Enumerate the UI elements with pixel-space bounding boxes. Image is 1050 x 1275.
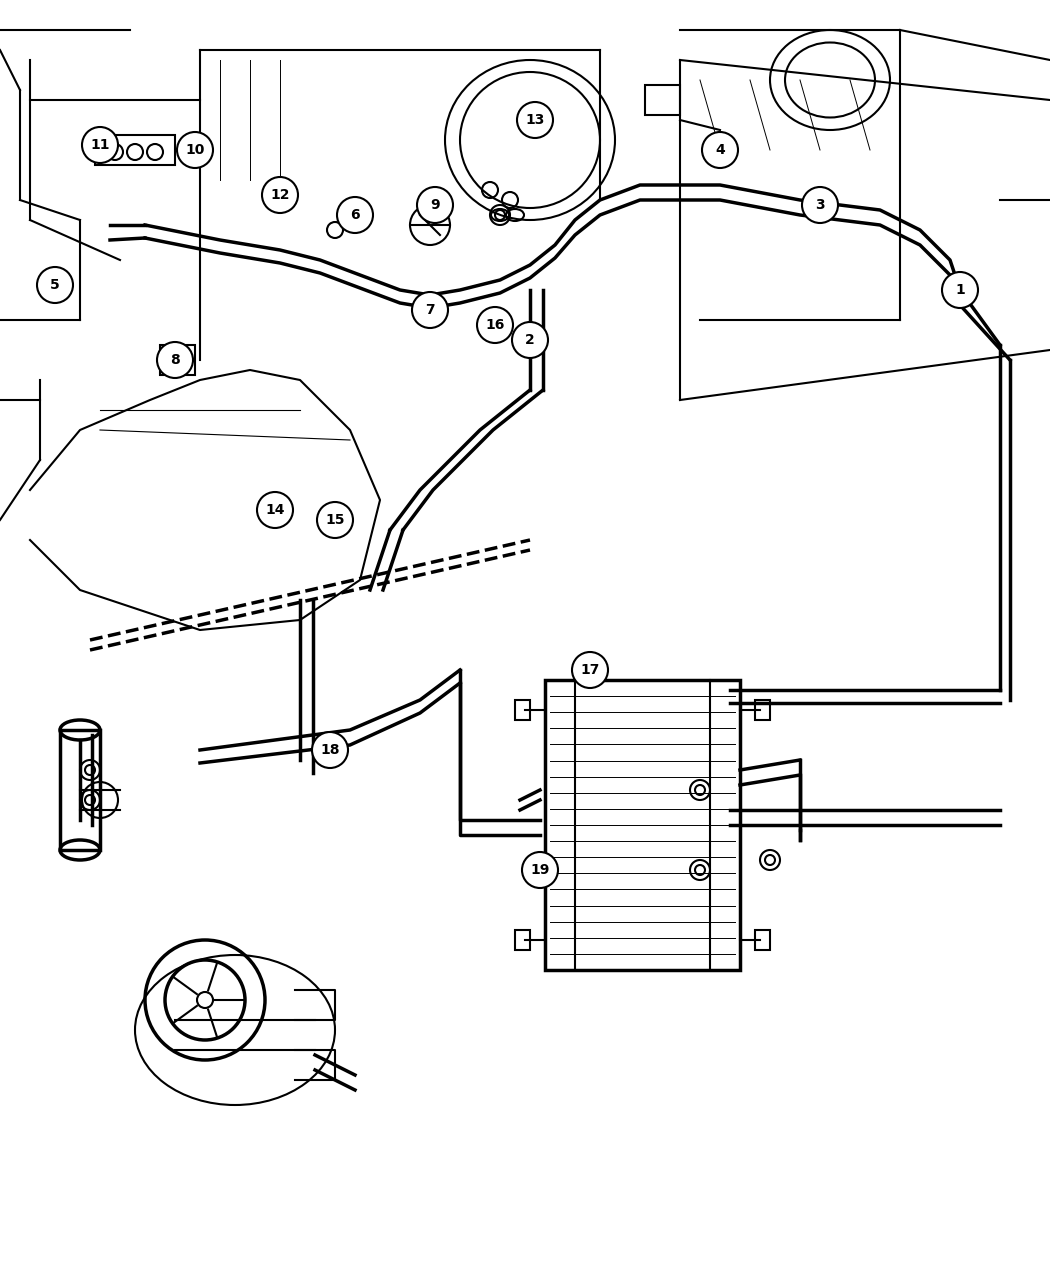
Text: 4: 4: [715, 143, 724, 157]
Bar: [755, 700, 770, 720]
Circle shape: [158, 342, 193, 377]
Text: 18: 18: [320, 743, 340, 757]
Circle shape: [82, 128, 118, 163]
Circle shape: [477, 307, 513, 343]
Text: 5: 5: [50, 278, 60, 292]
Text: 11: 11: [90, 138, 110, 152]
Circle shape: [257, 492, 293, 528]
Circle shape: [702, 133, 738, 168]
Circle shape: [412, 292, 448, 328]
Text: 16: 16: [485, 317, 505, 332]
Text: 10: 10: [185, 143, 205, 157]
Text: 2: 2: [525, 333, 534, 347]
Bar: [160, 346, 195, 375]
Circle shape: [177, 133, 213, 168]
Circle shape: [312, 732, 348, 768]
Circle shape: [337, 198, 373, 233]
Text: 14: 14: [266, 504, 285, 516]
Bar: [545, 680, 740, 970]
Bar: [645, 85, 680, 115]
Circle shape: [572, 652, 608, 688]
Circle shape: [317, 502, 353, 538]
Text: 3: 3: [815, 198, 825, 212]
Bar: [94, 135, 175, 164]
Circle shape: [522, 852, 558, 887]
Text: 19: 19: [530, 863, 550, 877]
Text: 15: 15: [326, 513, 344, 527]
Circle shape: [517, 102, 553, 138]
Circle shape: [262, 177, 298, 213]
Circle shape: [417, 187, 453, 223]
Bar: [514, 700, 530, 720]
Text: 9: 9: [430, 198, 440, 212]
Circle shape: [512, 323, 548, 358]
Text: 1: 1: [956, 283, 965, 297]
Bar: [514, 929, 530, 950]
Text: 6: 6: [351, 208, 360, 222]
Circle shape: [802, 187, 838, 223]
Text: 17: 17: [581, 663, 600, 677]
Text: 13: 13: [525, 113, 545, 128]
Bar: [60, 731, 100, 850]
Circle shape: [942, 272, 978, 309]
Bar: [755, 929, 770, 950]
Text: 12: 12: [270, 187, 290, 201]
Circle shape: [37, 266, 74, 303]
Text: 8: 8: [170, 353, 180, 367]
Text: 7: 7: [425, 303, 435, 317]
